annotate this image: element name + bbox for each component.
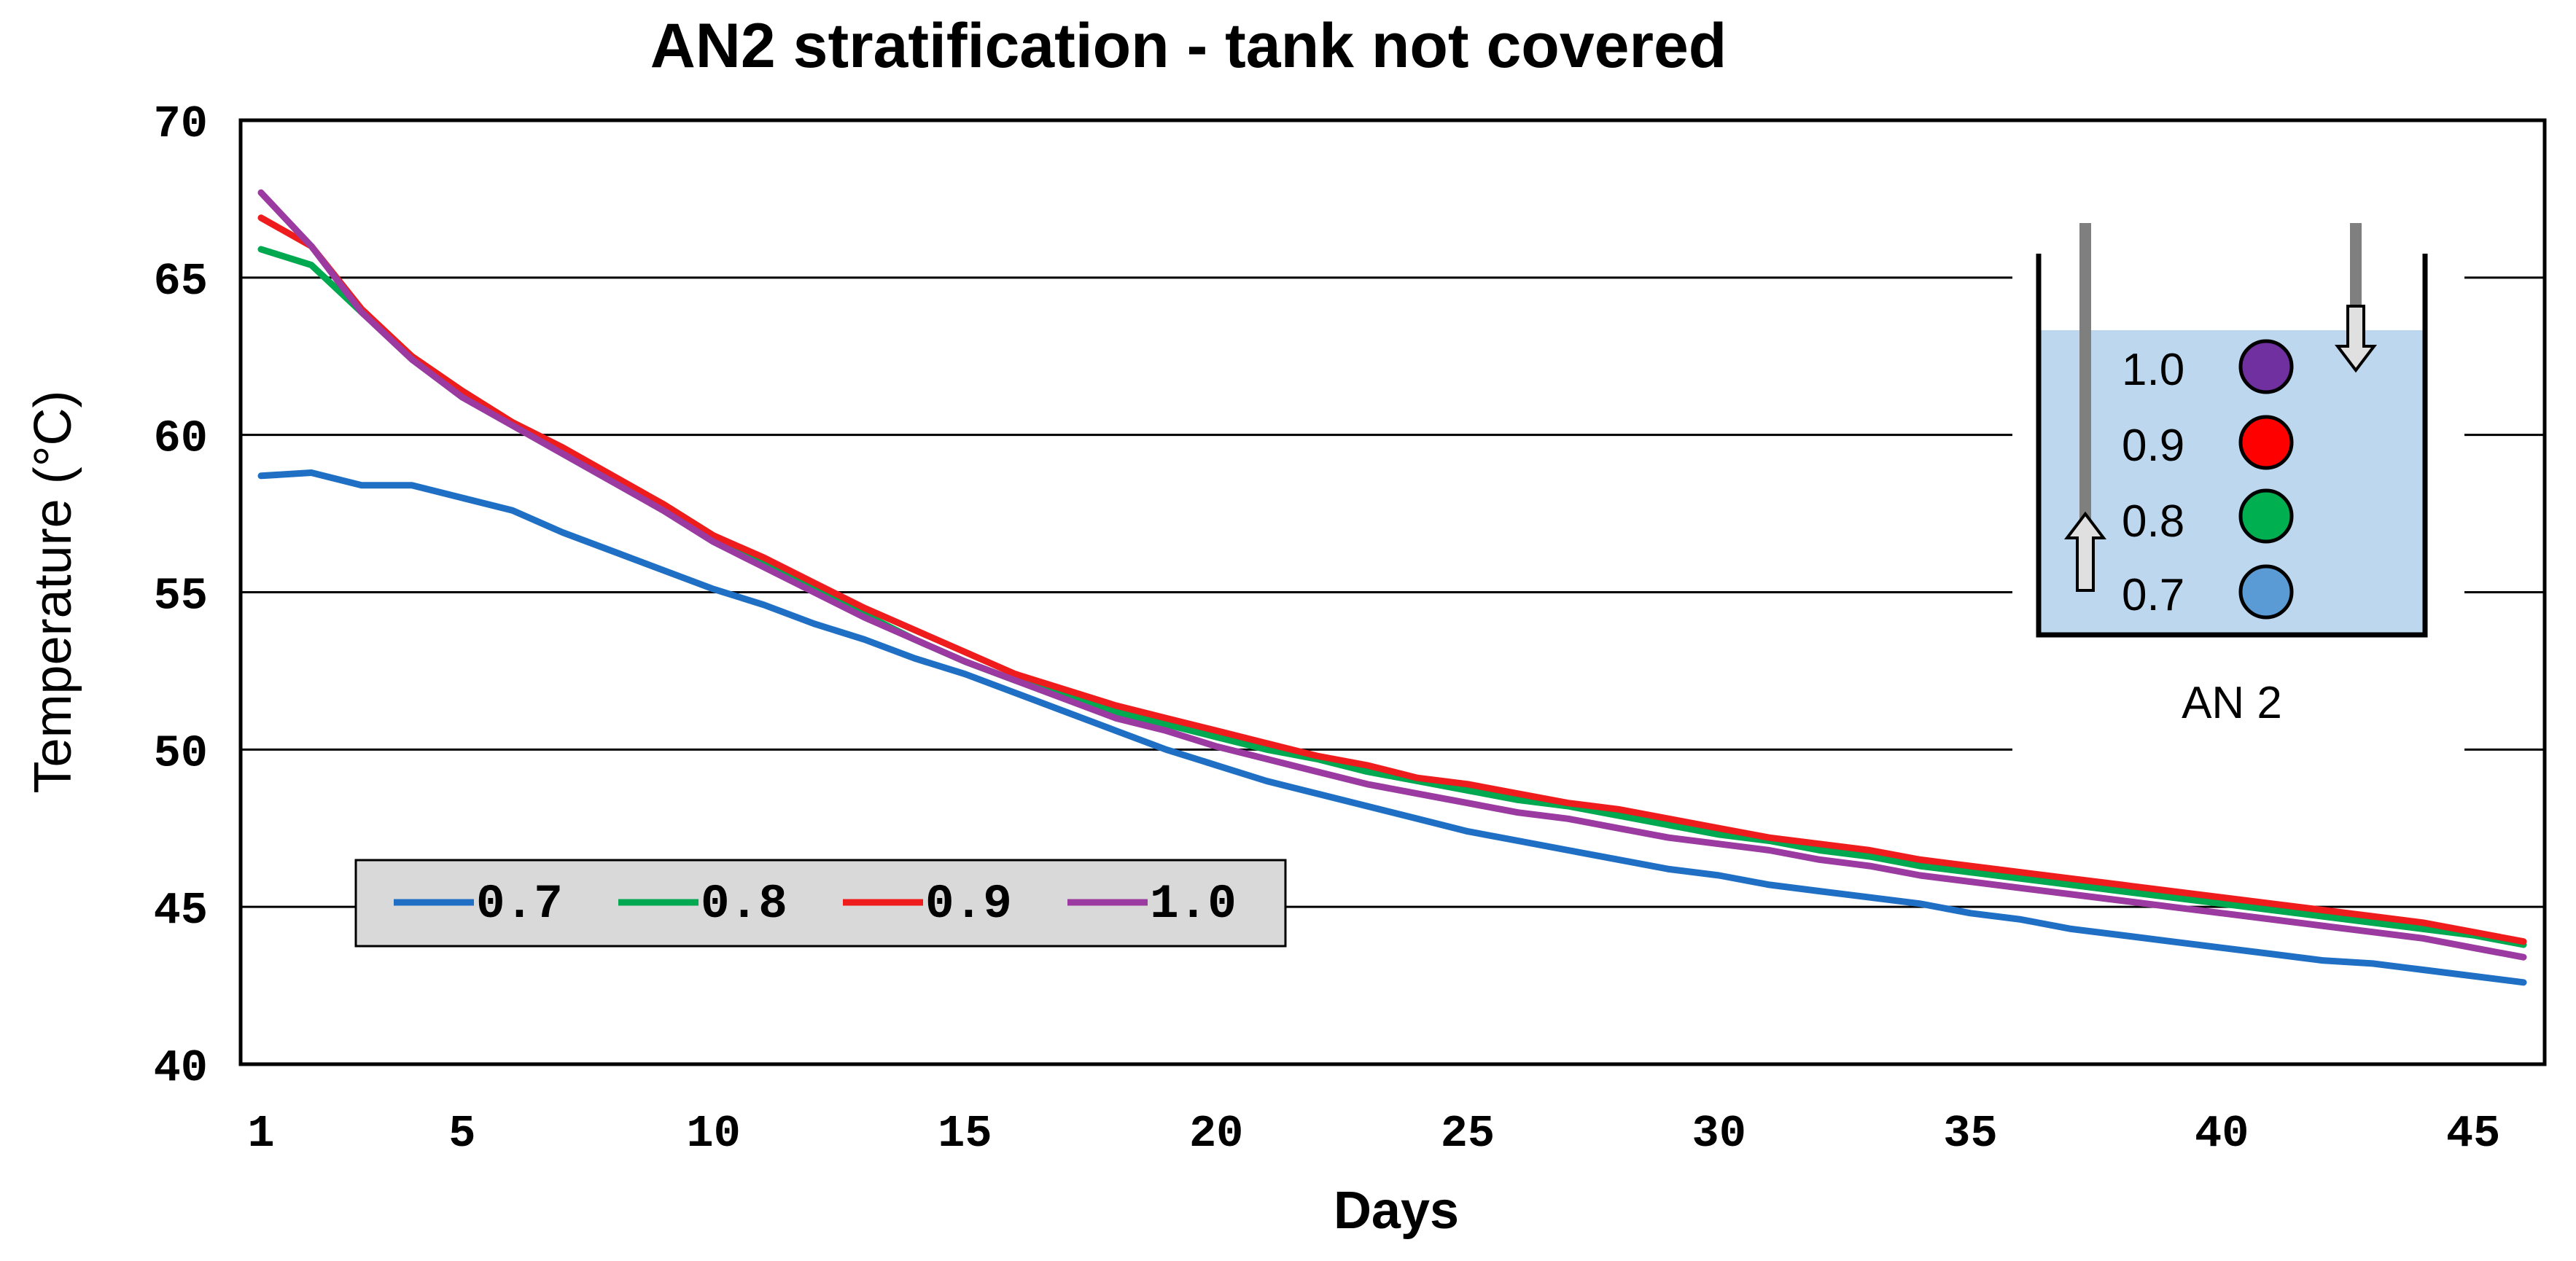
sensor-dot-1.0	[2238, 339, 2294, 394]
plot-area-border	[238, 118, 2547, 1066]
x-tick-label: 40	[2195, 1108, 2249, 1160]
x-tick-label: 15	[938, 1108, 992, 1160]
sensor-label-0.7: 0.7	[2122, 570, 2184, 620]
x-tick-label: 10	[686, 1108, 740, 1160]
y-tick-label: 55	[154, 571, 208, 622]
y-axis: 40 45 50 55 60 65 70	[154, 98, 208, 1094]
x-tick-label: 20	[1189, 1108, 1243, 1160]
legend-label-0.9: 0.9	[925, 877, 1012, 932]
series-lines	[257, 189, 2527, 986]
sensor-label-1.0: 1.0	[2122, 345, 2184, 395]
legend-label-1.0: 1.0	[1150, 877, 1237, 932]
series-line-0.9	[257, 214, 2527, 945]
tank-water	[2039, 330, 2425, 635]
outlet-pipe	[2350, 223, 2362, 309]
tank-walls	[2036, 254, 2428, 638]
y-tick-label: 45	[154, 885, 208, 937]
sensor-dot-0.8	[2238, 488, 2294, 544]
y-tick-label: 40	[154, 1042, 208, 1094]
legend-label-0.7: 0.7	[476, 877, 563, 932]
series-line-0.7	[257, 469, 2527, 986]
y-axis-label: Temperature (°C)	[24, 391, 82, 794]
x-tick-label: 5	[448, 1108, 475, 1160]
tank-label: AN 2	[2182, 678, 2282, 728]
x-tick-label: 30	[1692, 1108, 1746, 1160]
x-tick-label: 35	[1943, 1108, 1997, 1160]
sensor-dot-0.7	[2238, 564, 2294, 620]
up-arrow-icon	[2063, 511, 2107, 592]
legend-label-0.8: 0.8	[701, 877, 787, 932]
y-tick-label: 70	[154, 98, 208, 150]
y-tick-label: 60	[154, 413, 208, 465]
down-arrow-icon	[2334, 305, 2378, 373]
tank-inset: 1.0 0.9 0.8 0.7 AN 2	[2012, 211, 2464, 758]
x-tick-label: 1	[247, 1108, 274, 1160]
series-line-1.0	[257, 189, 2527, 961]
sensor-dot-0.9	[2238, 415, 2294, 470]
x-tick-label: 25	[1441, 1108, 1495, 1160]
inlet-pipe	[2079, 223, 2091, 519]
y-tick-label: 65	[154, 256, 208, 308]
y-tick-label: 50	[154, 727, 208, 779]
sensor-label-0.9: 0.9	[2122, 421, 2184, 471]
x-tick-label: 45	[2446, 1108, 2500, 1160]
sensor-label-0.8: 0.8	[2122, 496, 2184, 547]
x-axis: 1 5 10 15 20 25 30 35 40 45	[247, 1108, 2500, 1160]
chart-title: AN2 stratification - tank not covered	[650, 11, 1727, 81]
legend: 0.7 0.8 0.9 1.0	[354, 859, 1287, 948]
x-axis-label: Days	[1334, 1182, 1459, 1240]
